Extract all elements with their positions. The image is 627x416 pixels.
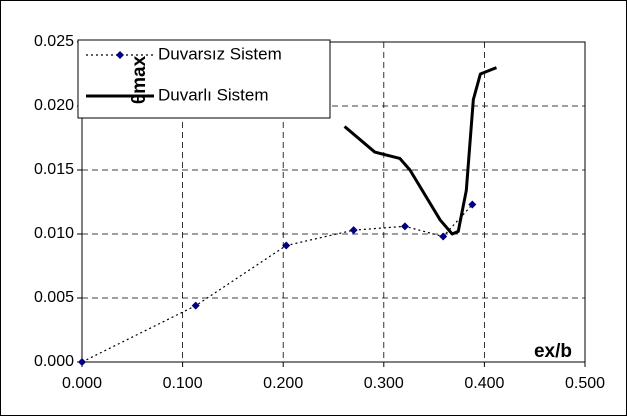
y-tick-label: 0.005 — [34, 289, 74, 306]
data-point — [349, 226, 358, 235]
x-tick-label: 0.300 — [364, 375, 404, 392]
legend-label: Duvarlı Sistem — [158, 85, 269, 104]
x-tick-label: 0.400 — [464, 375, 504, 392]
legend-marker — [116, 51, 124, 59]
data-point — [439, 232, 448, 241]
series-line — [343, 66, 498, 236]
y-tick-label: 0.020 — [34, 97, 74, 114]
data-point — [282, 241, 291, 250]
y-axis-label: θmax — [129, 55, 150, 104]
data-point — [400, 222, 409, 231]
y-tick-label: 0.010 — [34, 225, 74, 242]
x-tick-label: 0.500 — [565, 375, 605, 392]
data-point — [78, 358, 86, 366]
data-point — [468, 200, 477, 209]
legend-label: Duvarsız Sistem — [158, 44, 282, 63]
y-tick-label: 0.015 — [34, 161, 74, 178]
y-tick-label: 0.000 — [34, 353, 74, 370]
x-tick-label: 0.100 — [163, 375, 203, 392]
x-tick-label: 0.000 — [62, 375, 102, 392]
plot-border — [81, 41, 586, 363]
y-tick-label: 0.025 — [34, 33, 74, 50]
x-tick-label: 0.200 — [263, 375, 303, 392]
data-point — [191, 301, 200, 310]
x-axis-label: ex/b — [534, 341, 572, 362]
